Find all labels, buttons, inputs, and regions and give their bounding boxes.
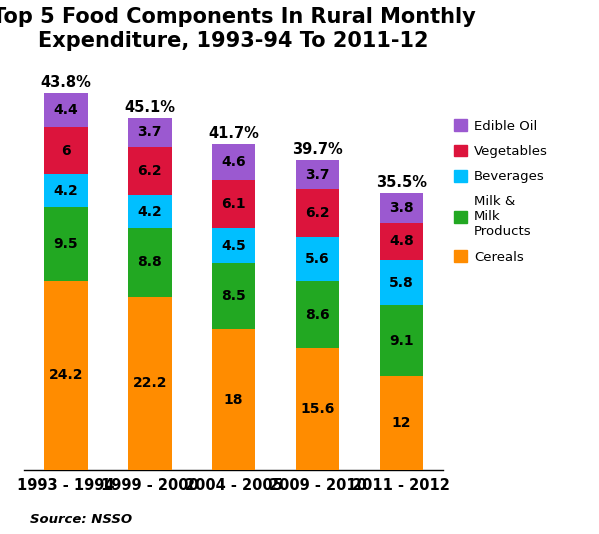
Bar: [212, 228, 255, 263]
Bar: [128, 228, 171, 297]
Bar: [128, 118, 171, 147]
Legend: Edible Oil, Vegetables, Beverages, Milk &
Milk
Products, Cereals: Edible Oil, Vegetables, Beverages, Milk …: [454, 120, 547, 264]
Text: 8.5: 8.5: [221, 289, 246, 303]
Text: 41.7%: 41.7%: [208, 127, 259, 142]
Bar: [44, 174, 87, 207]
Bar: [128, 195, 171, 228]
Bar: [296, 189, 339, 237]
Text: 4.8: 4.8: [389, 234, 414, 248]
Text: 6.2: 6.2: [137, 164, 162, 178]
Text: 3.7: 3.7: [305, 168, 329, 182]
Text: 8.8: 8.8: [137, 255, 162, 269]
Text: 4.6: 4.6: [221, 155, 246, 169]
Text: 8.6: 8.6: [305, 308, 330, 321]
Text: 6.2: 6.2: [305, 206, 330, 220]
Text: 6.1: 6.1: [221, 197, 246, 211]
Bar: [128, 297, 171, 470]
Bar: [44, 207, 87, 281]
Text: 4.2: 4.2: [137, 205, 162, 218]
Text: 24.2: 24.2: [49, 368, 83, 382]
Bar: [296, 160, 339, 189]
Text: 9.5: 9.5: [53, 237, 78, 251]
Bar: [380, 376, 423, 470]
Bar: [212, 180, 255, 228]
Text: 39.7%: 39.7%: [292, 142, 343, 157]
Title: Top 5 Food Components In Rural Monthly
Expenditure, 1993-94 To 2011-12: Top 5 Food Components In Rural Monthly E…: [0, 6, 476, 51]
Bar: [296, 237, 339, 281]
Bar: [380, 260, 423, 305]
Text: 4.5: 4.5: [221, 239, 246, 253]
Text: 12: 12: [392, 416, 411, 430]
Text: 18: 18: [224, 392, 243, 407]
Text: 45.1%: 45.1%: [124, 100, 176, 115]
Bar: [212, 263, 255, 329]
Text: 5.8: 5.8: [389, 276, 414, 289]
Bar: [44, 93, 87, 127]
Bar: [380, 223, 423, 260]
Text: 35.5%: 35.5%: [376, 175, 427, 190]
Text: 43.8%: 43.8%: [41, 75, 91, 90]
Text: 4.4: 4.4: [53, 103, 78, 117]
Bar: [296, 348, 339, 470]
Bar: [44, 127, 87, 174]
Text: 3.8: 3.8: [389, 201, 414, 215]
Text: 6: 6: [61, 144, 71, 158]
Bar: [44, 281, 87, 470]
Bar: [296, 281, 339, 348]
Bar: [128, 147, 171, 195]
Bar: [212, 329, 255, 470]
Text: Source: NSSO: Source: NSSO: [30, 513, 132, 527]
Text: 4.2: 4.2: [53, 184, 78, 198]
Text: 15.6: 15.6: [300, 402, 335, 416]
Bar: [380, 305, 423, 376]
Bar: [212, 145, 255, 180]
Text: 5.6: 5.6: [305, 252, 330, 266]
Text: 22.2: 22.2: [132, 376, 167, 390]
Text: 3.7: 3.7: [138, 125, 162, 139]
Text: 9.1: 9.1: [389, 334, 414, 348]
Bar: [380, 193, 423, 223]
